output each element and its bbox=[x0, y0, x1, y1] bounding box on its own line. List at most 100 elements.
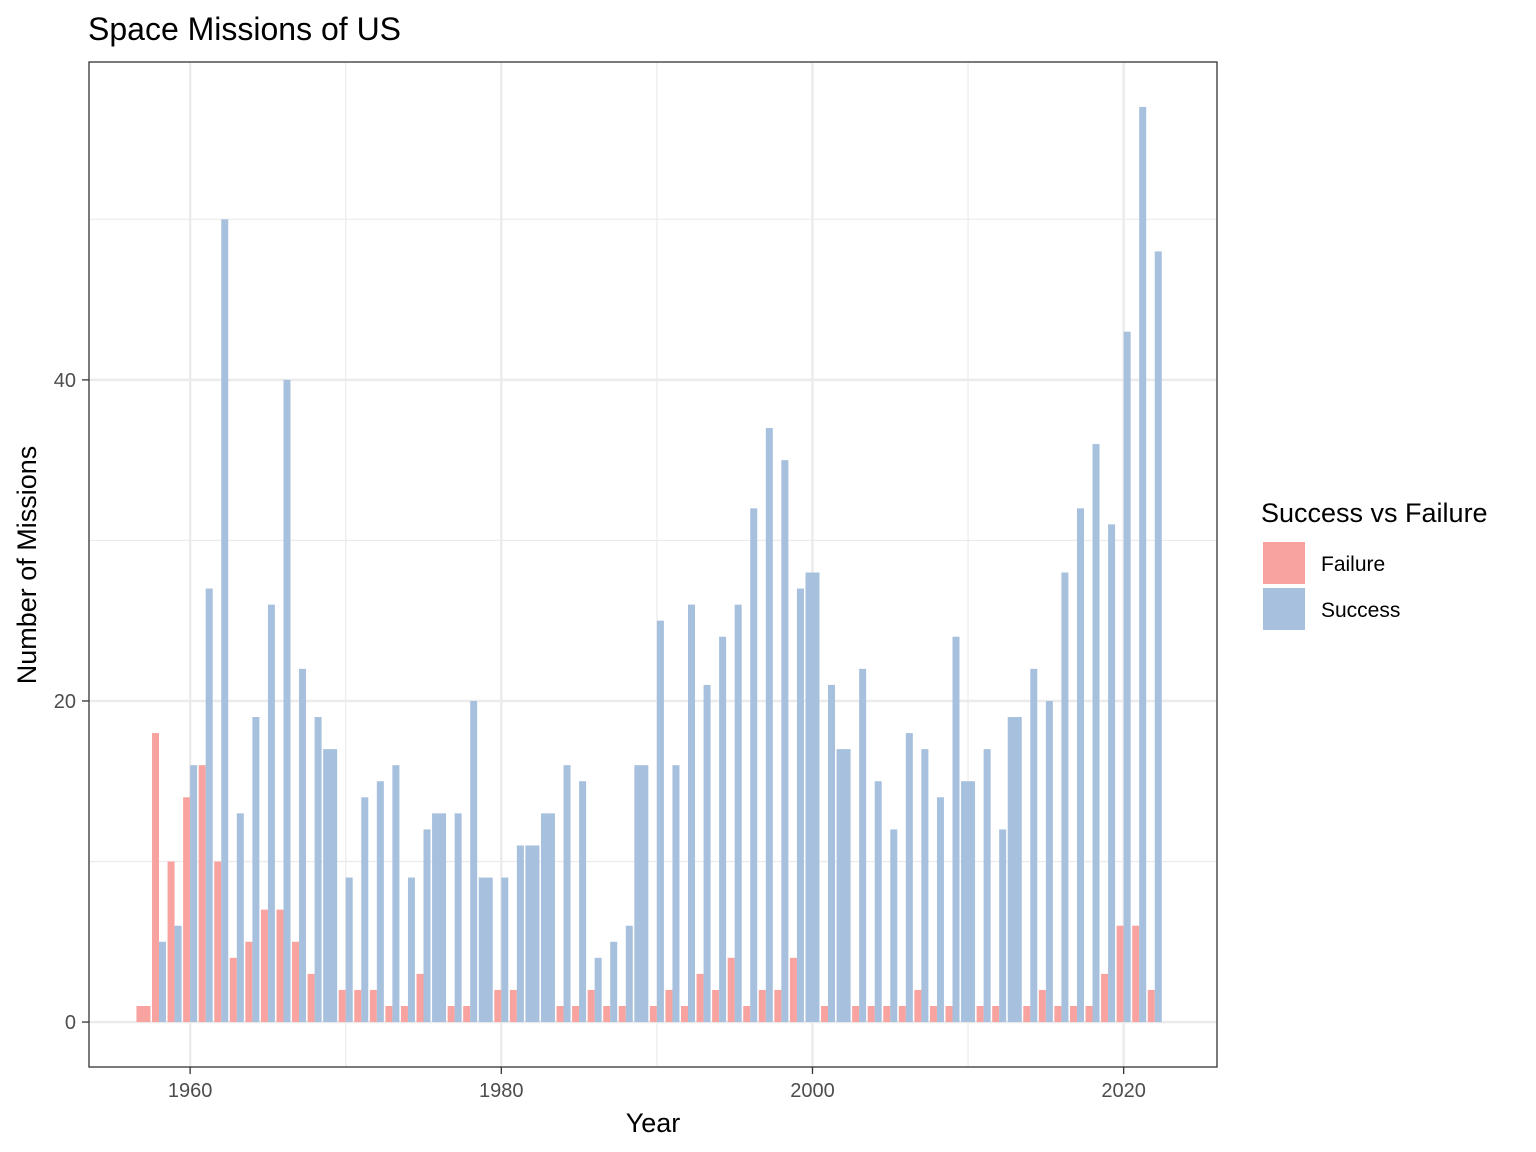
bar-failure-2003 bbox=[852, 1006, 859, 1022]
bar-success-1966 bbox=[283, 380, 290, 1022]
bar-failure-2020 bbox=[1117, 926, 1124, 1022]
bar-failure-1970 bbox=[339, 990, 346, 1022]
legend: Success vs Failure Failure Success bbox=[1261, 498, 1488, 630]
bar-failure-2021 bbox=[1132, 926, 1139, 1022]
y-axis-title: Number of Missions bbox=[12, 446, 42, 685]
bar-success-1965 bbox=[268, 605, 275, 1022]
bar-failure-2006 bbox=[899, 1006, 906, 1022]
bar-success-1968 bbox=[315, 717, 322, 1022]
bar-success-1970 bbox=[346, 878, 353, 1022]
bar-success-1980 bbox=[501, 878, 508, 1022]
bar-success-1988 bbox=[626, 926, 633, 1022]
bar-success-1979 bbox=[479, 878, 493, 1022]
bar-failure-1999 bbox=[790, 958, 797, 1022]
bar-failure-1957 bbox=[136, 1006, 150, 1022]
bar-success-1974 bbox=[408, 878, 415, 1022]
bar-failure-1987 bbox=[603, 1006, 610, 1022]
bar-success-2011 bbox=[984, 749, 991, 1022]
legend-label-failure: Failure bbox=[1321, 553, 1385, 576]
bar-failure-2019 bbox=[1101, 974, 1108, 1022]
bar-success-2013 bbox=[1008, 717, 1022, 1022]
bar-failure-1993 bbox=[697, 974, 704, 1022]
bar-failure-1998 bbox=[774, 990, 781, 1022]
bar-success-1958 bbox=[159, 942, 166, 1022]
bar-success-1996 bbox=[750, 508, 757, 1022]
bar-failure-1958 bbox=[152, 733, 159, 1022]
bar-success-1985 bbox=[579, 781, 586, 1022]
bar-success-1997 bbox=[766, 428, 773, 1022]
bar-failure-2022 bbox=[1148, 990, 1155, 1022]
bar-failure-1986 bbox=[588, 990, 595, 1022]
bar-success-2012 bbox=[999, 829, 1006, 1022]
bar-failure-1963 bbox=[230, 958, 237, 1022]
bar-failure-1974 bbox=[401, 1006, 408, 1022]
x-tick-label: 2000 bbox=[790, 1080, 835, 1102]
bar-success-2005 bbox=[890, 829, 897, 1022]
bar-success-1983 bbox=[541, 813, 555, 1022]
bar-failure-2012 bbox=[992, 1006, 999, 1022]
bar-failure-1964 bbox=[245, 942, 252, 1022]
bar-success-2007 bbox=[921, 749, 928, 1022]
bar-success-1987 bbox=[610, 942, 617, 1022]
bar-failure-1985 bbox=[572, 1006, 579, 1022]
bar-success-2015 bbox=[1046, 701, 1053, 1022]
bar-success-2000 bbox=[805, 573, 819, 1023]
bar-failure-1995 bbox=[728, 958, 735, 1022]
bar-failure-1962 bbox=[214, 862, 221, 1023]
bar-success-1962 bbox=[221, 219, 228, 1022]
bar-success-2018 bbox=[1093, 444, 1100, 1022]
bar-success-2016 bbox=[1061, 573, 1068, 1023]
bar-success-2017 bbox=[1077, 508, 1084, 1022]
bar-failure-1984 bbox=[557, 1006, 564, 1022]
bar-success-1960 bbox=[190, 765, 197, 1022]
bar-success-1973 bbox=[392, 765, 399, 1022]
bar-success-1990 bbox=[657, 621, 664, 1022]
bar-failure-1973 bbox=[385, 1006, 392, 1022]
bar-success-1969 bbox=[323, 749, 337, 1022]
bar-success-1963 bbox=[237, 813, 244, 1022]
bar-failure-1978 bbox=[463, 1006, 470, 1022]
bar-failure-1961 bbox=[199, 765, 206, 1022]
bar-success-1982 bbox=[525, 845, 539, 1022]
bar-failure-1975 bbox=[417, 974, 424, 1022]
bar-success-1977 bbox=[455, 813, 462, 1022]
bar-success-2006 bbox=[906, 733, 913, 1022]
bar-failure-1966 bbox=[276, 910, 283, 1022]
bar-failure-1959 bbox=[168, 862, 175, 1023]
bar-failure-2004 bbox=[868, 1006, 875, 1022]
bar-success-1991 bbox=[672, 765, 679, 1022]
bar-failure-1996 bbox=[743, 1006, 750, 1022]
bar-failure-1997 bbox=[759, 990, 766, 1022]
bar-success-1998 bbox=[781, 460, 788, 1022]
y-tick-label: 20 bbox=[54, 691, 76, 713]
bar-success-2001 bbox=[828, 685, 835, 1022]
bar-failure-1994 bbox=[712, 990, 719, 1022]
bar-success-1993 bbox=[704, 685, 711, 1022]
bar-success-2009 bbox=[953, 637, 960, 1022]
chart-title: Space Missions of US bbox=[88, 11, 401, 47]
bar-failure-2009 bbox=[946, 1006, 953, 1022]
y-axis: 0 20 40 bbox=[54, 370, 89, 1034]
bar-success-2022 bbox=[1155, 251, 1162, 1022]
bar-failure-2017 bbox=[1070, 1006, 1077, 1022]
bar-success-2003 bbox=[859, 669, 866, 1022]
bar-success-2021 bbox=[1139, 107, 1146, 1022]
bar-success-2019 bbox=[1108, 524, 1115, 1022]
x-axis-title: Year bbox=[626, 1108, 681, 1138]
bar-success-1967 bbox=[299, 669, 306, 1022]
bar-failure-1990 bbox=[650, 1006, 657, 1022]
bar-failure-1972 bbox=[370, 990, 377, 1022]
bar-success-1959 bbox=[175, 926, 182, 1022]
bar-success-1972 bbox=[377, 781, 384, 1022]
bar-failure-2007 bbox=[914, 990, 921, 1022]
bar-failure-2001 bbox=[821, 1006, 828, 1022]
bar-failure-1968 bbox=[308, 974, 315, 1022]
bar-success-2020 bbox=[1124, 332, 1131, 1022]
bar-success-1971 bbox=[361, 797, 368, 1022]
bar-success-1984 bbox=[564, 765, 571, 1022]
y-tick-label: 40 bbox=[54, 370, 76, 392]
bar-success-1964 bbox=[252, 717, 259, 1022]
legend-label-success: Success bbox=[1321, 599, 1400, 622]
bar-failure-1977 bbox=[448, 1006, 455, 1022]
bar-failure-1980 bbox=[494, 990, 501, 1022]
